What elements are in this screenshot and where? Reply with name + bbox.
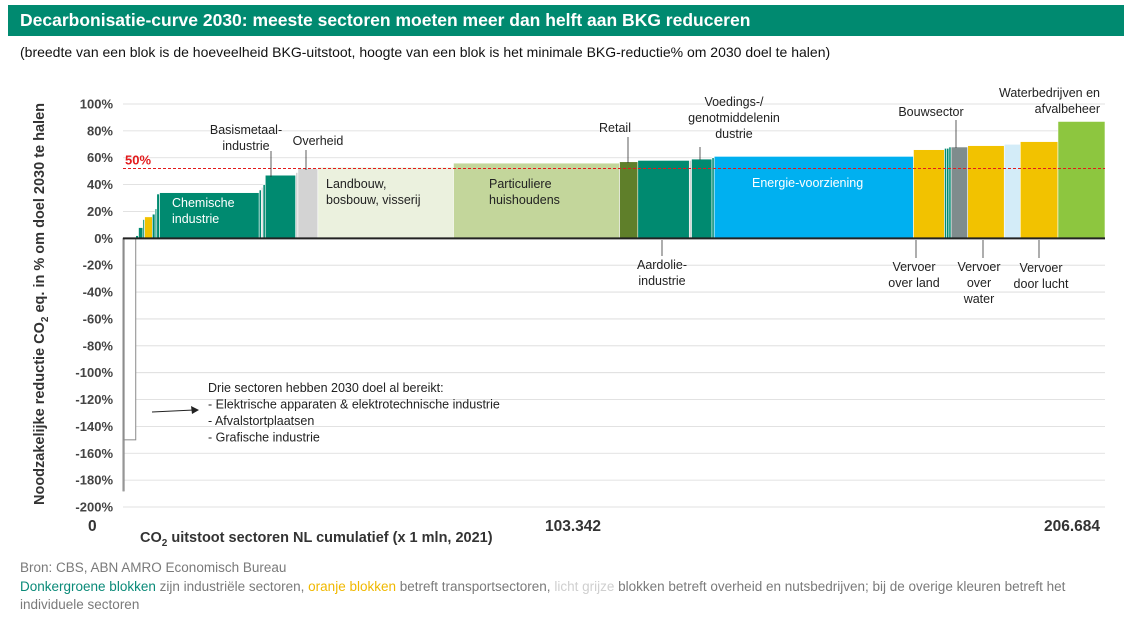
legend-transport: oranje blokken [308, 579, 396, 594]
chart-title: Decarbonisatie-curve 2030: meeste sector… [20, 10, 751, 30]
bar-block [946, 148, 950, 239]
x-tick-label: 0 [88, 518, 97, 535]
annotation-line: - Elektrische apparaten & elektrotechnis… [208, 398, 500, 412]
x-tick-label: 206.684 [1044, 518, 1100, 535]
y-tick-label: 80% [87, 123, 113, 138]
bar-block [913, 149, 945, 239]
chart-blocks [122, 121, 1106, 492]
reference-label: 50% [125, 152, 151, 167]
legend-text-1: zijn industriële sectoren, [155, 579, 309, 594]
title-bar: Decarbonisatie-curve 2030: meeste sector… [8, 5, 1124, 36]
bar-block [1057, 121, 1106, 239]
sector-label: Basismetaal-industrie [210, 123, 282, 153]
legend-note: Donkergroene blokken zijn industriële se… [20, 578, 1110, 614]
y-tick-label: -40% [83, 285, 114, 300]
sector-label: Vervoer over water [957, 260, 1000, 306]
sector-label: Energie-voorziening [752, 176, 863, 190]
y-tick-label: -60% [83, 311, 114, 326]
bar-block [619, 161, 639, 239]
sector-label: Retail [599, 121, 631, 135]
bar-block [317, 166, 454, 239]
annotation-line: - Afvalstortplaatsen [208, 414, 314, 428]
bar-block [295, 172, 299, 239]
bar-block [453, 162, 620, 239]
sector-label: Particuliere huishoudens [489, 177, 560, 207]
bar-block [1003, 144, 1021, 239]
legend-text-3: blokken betreft overheid en nutsbedrijve… [20, 579, 1066, 612]
y-tick-label: 20% [87, 204, 113, 219]
legend-government: licht grijze [554, 579, 615, 594]
bar-block [711, 157, 715, 239]
y-tick-label: -160% [75, 446, 113, 461]
sector-label: Aardolie-industrie [637, 258, 687, 288]
sector-label: Vervoer over land [888, 260, 939, 290]
annotation-line: Drie sectoren hebben 2030 doel al bereik… [208, 381, 444, 395]
sector-label: Vervoer door lucht [1014, 261, 1069, 291]
bar-block [297, 168, 319, 239]
axes: 50% 0 103.342 206.684 CO2 uitstoot sectoren … [32, 103, 1105, 549]
y-tick-label: 0% [94, 231, 113, 246]
y-tick-label: 100% [80, 97, 114, 112]
y-tick-label: 40% [87, 177, 113, 192]
y-axis-title: Noodzakelijke reductie CO2 eq. in % om d… [32, 103, 51, 505]
sector-label: Overheid [293, 134, 344, 148]
bar-block [1020, 141, 1059, 239]
annotation-line: - Grafische industrie [208, 431, 320, 445]
bar-block [691, 158, 713, 239]
y-tick-label: -180% [75, 473, 113, 488]
sector-label: Waterbedrijven en afvalbeheer [999, 86, 1100, 116]
x-tick-label: 103.342 [545, 518, 601, 535]
bar-block [159, 192, 260, 239]
y-tick-label: 60% [87, 150, 113, 165]
bar-block [138, 227, 144, 239]
sector-label: Bouwsector [898, 105, 963, 119]
sector-label: Voedings-/genotmiddelenin dustrie [688, 95, 780, 141]
bar-block [688, 160, 692, 239]
bar-block [152, 213, 156, 239]
bar-block [948, 146, 952, 239]
sector-label: Landbouw, bosbouw, visserij [326, 177, 421, 207]
bar-block [637, 160, 690, 239]
sector-label: Chemische industrie [172, 196, 235, 226]
bar-block [950, 146, 969, 239]
y-tick-label: -200% [75, 500, 113, 515]
bar-block [713, 156, 914, 239]
y-tick-label: -100% [75, 365, 113, 380]
legend-industry: Donkergroene blokken [20, 579, 156, 594]
bar-block [258, 189, 262, 239]
x-axis-title: CO2 uitstoot sectoren NL cumulatief (x 1… [140, 530, 493, 549]
legend-text-2: betreft transportsectoren, [395, 579, 555, 594]
chart-subtitle: (breedte van een blok is de hoeveelheid … [20, 44, 831, 60]
bar-block [144, 216, 153, 239]
y-axis-ticks: 100% 80% 60% 40% 20% 0% -20% -40% -60% -80% -100% -… [75, 97, 113, 515]
y-tick-label: -80% [83, 338, 114, 353]
bar-block [123, 237, 137, 441]
bar-block [156, 193, 160, 239]
bar-block [264, 174, 297, 239]
chart-labels: Drie sectoren hebben 2030 doel al bereik… [151, 86, 1100, 445]
y-tick-label: -140% [75, 419, 113, 434]
bar-block [967, 145, 1005, 239]
annotation-arrowhead [191, 406, 199, 414]
bar-block [262, 184, 266, 239]
y-tick-label: -20% [83, 258, 114, 273]
source-note: Bron: CBS, ABN AMRO Economisch Bureau [20, 560, 287, 575]
y-tick-label: -120% [75, 392, 113, 407]
bar-block [944, 148, 947, 239]
annotation-arrow [151, 409, 195, 413]
